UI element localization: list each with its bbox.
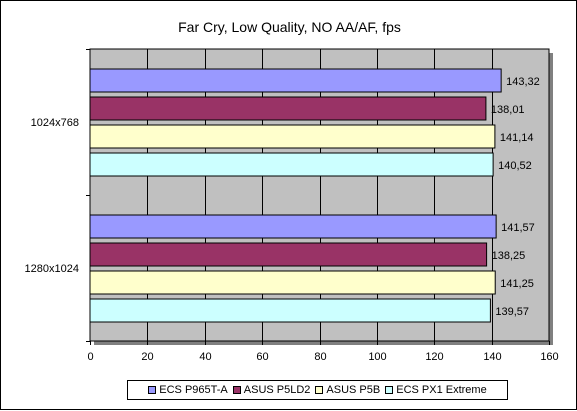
bar [89, 124, 496, 149]
x-tick-label: 60 [256, 351, 268, 363]
x-tick-label: 80 [314, 351, 326, 363]
x-tick-label: 0 [87, 351, 93, 363]
legend-label: ASUS P5LD2 [243, 384, 311, 396]
bar [89, 214, 497, 239]
bar [89, 270, 496, 295]
x-tick-label: 140 [483, 351, 501, 363]
plot-area [89, 48, 550, 342]
category-label: 1280x1024 [25, 263, 79, 275]
legend-swatch [232, 386, 241, 394]
legend-item: ASUS P5LD2 [232, 384, 311, 396]
legend-swatch [385, 386, 394, 394]
data-label: 141,14 [500, 132, 534, 144]
legend-swatch [148, 386, 157, 394]
data-label: 141,57 [501, 222, 535, 234]
x-tick-label: 100 [368, 351, 386, 363]
bar [89, 96, 487, 121]
bar [89, 152, 494, 177]
legend-label: ECS P965T-A [159, 384, 228, 396]
chart-legend: ECS P965T-A ASUS P5LD2 ASUS P5B ECS PX1 Ext… [127, 380, 508, 400]
category-label: 1024x768 [31, 117, 79, 129]
data-label: 138,01 [491, 104, 525, 116]
data-label: 138,25 [492, 250, 526, 262]
bar [89, 68, 502, 93]
data-label: 143,32 [506, 76, 540, 88]
x-tick-label: 20 [141, 351, 153, 363]
legend-label: ASUS P5B [326, 384, 381, 396]
data-label: 141,25 [500, 278, 534, 290]
bar [89, 242, 488, 267]
data-label: 139,57 [495, 306, 529, 318]
legend-swatch [315, 386, 324, 394]
legend-item: ASUS P5B [315, 384, 380, 396]
x-tick-label: 120 [425, 351, 443, 363]
bar [89, 298, 491, 323]
chart-title: Far Cry, Low Quality, NO AA/AF, fps [178, 19, 401, 35]
data-label: 140,52 [498, 160, 532, 172]
legend-label: ECS PX1 Extreme [396, 384, 487, 396]
legend-item: ECS PX1 Extreme [385, 384, 487, 396]
legend-item: ECS P965T-A [148, 384, 228, 396]
x-tick-label: 40 [199, 351, 211, 363]
x-tick-label: 160 [540, 351, 558, 363]
